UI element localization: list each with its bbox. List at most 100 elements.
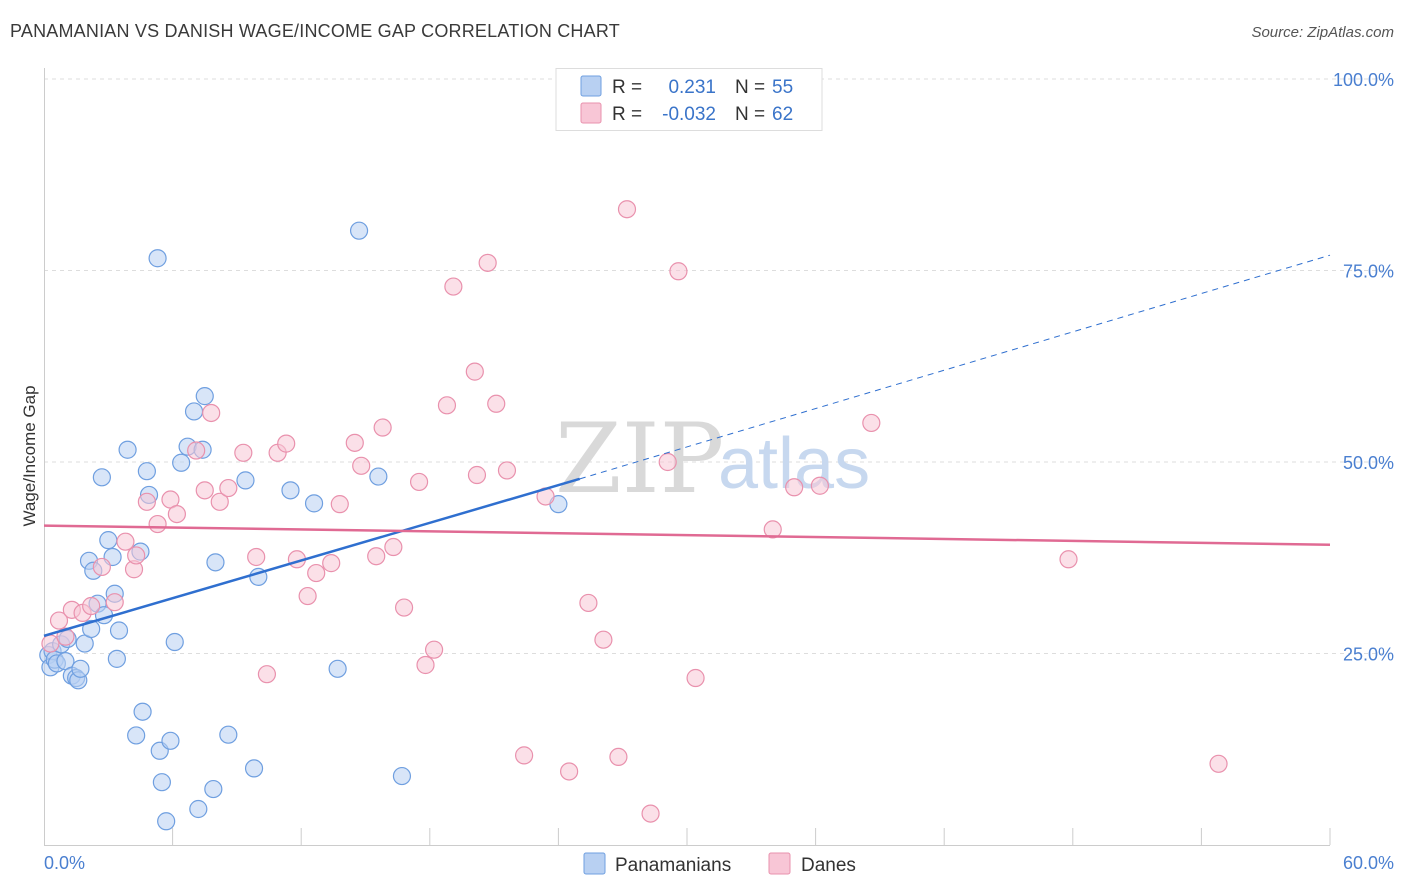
panamanians-point: [71, 659, 90, 678]
y-tick-label-75: 75.0%: [1343, 262, 1394, 282]
panamanians-point: [152, 773, 171, 792]
danes-point: [345, 433, 364, 452]
danes-point: [658, 452, 677, 472]
danes-point: [105, 593, 124, 612]
x-tick-label-max: 60.0%: [1343, 853, 1394, 873]
legend-n-value-1: 55: [772, 77, 793, 98]
danes-point: [437, 396, 457, 415]
danes-point: [763, 520, 782, 539]
series-legend-swatch-panamanians: [583, 852, 606, 875]
danes-trend-line: [43, 524, 1331, 546]
panamanians-point: [82, 619, 101, 639]
panamanians-point: [304, 494, 324, 513]
danes-point: [686, 668, 705, 688]
danes-point: [487, 394, 506, 413]
danes-point: [195, 481, 214, 500]
panamanians-point: [133, 702, 152, 721]
danes-point: [298, 586, 317, 606]
danes-point: [219, 478, 238, 498]
danes-point: [669, 262, 688, 281]
panamanians-point: [99, 531, 118, 550]
danes-point: [515, 746, 534, 765]
watermark: ZIP atlas: [555, 403, 870, 515]
danes-point: [641, 804, 660, 823]
danes-point: [49, 611, 69, 630]
series-legend: Panamanians Danes: [583, 852, 856, 876]
correlation-legend: R = 0.231 N = 55 R = -0.032 N = 62: [555, 68, 823, 131]
panamanians-point: [369, 467, 388, 486]
panamanians-point: [189, 799, 208, 819]
danes-point: [1059, 550, 1078, 569]
danes-point: [609, 747, 628, 767]
danes-point: [594, 630, 613, 649]
panamanians-point: [328, 659, 347, 678]
panamanians-point: [118, 440, 137, 459]
panamanians-point: [109, 621, 129, 640]
source-credit: Source: ZipAtlas.com: [1251, 24, 1394, 41]
panamanians-point: [219, 725, 238, 744]
legend-swatch-blue: [580, 75, 602, 97]
panamanians-point: [392, 766, 412, 786]
danes-point: [307, 563, 326, 583]
danes-point: [277, 434, 296, 453]
danes-point: [810, 476, 829, 495]
danes-point: [148, 514, 167, 534]
danes-point: [416, 655, 435, 675]
legend-r-label-1: R =: [612, 77, 642, 98]
legend-n-label-2: N =: [735, 104, 765, 125]
grid-lines: [44, 78, 1394, 654]
danes-point: [367, 547, 386, 566]
legend-n-value-2: 62: [772, 104, 793, 125]
panamanians-point: [236, 471, 255, 490]
danes-point: [579, 593, 598, 613]
series-legend-label-danes: Danes: [801, 855, 856, 876]
panamanians-point: [157, 812, 176, 831]
danes-point: [617, 200, 637, 219]
danes-point: [330, 495, 349, 514]
danes-point: [424, 640, 444, 659]
danes-point: [137, 492, 156, 511]
danes-point: [41, 634, 60, 653]
panamanians-point: [206, 553, 225, 572]
danes-point: [497, 461, 517, 480]
danes-point: [1209, 754, 1228, 773]
y-tick-labels: 25.0% 50.0% 75.0% 100.0%: [1333, 70, 1394, 665]
danes-point: [210, 492, 229, 511]
y-axis-title: Wage/Income Gap: [20, 385, 39, 526]
panamanians-trend-line: [43, 477, 581, 638]
y-tick-label-50: 50.0%: [1343, 453, 1394, 473]
panamanians-point: [349, 221, 369, 240]
danes-point: [127, 546, 146, 565]
panamanians-point: [107, 649, 126, 668]
series-legend-swatch-danes: [768, 852, 791, 875]
panamanians-point: [172, 453, 191, 472]
danes-point: [373, 418, 392, 437]
danes-point: [92, 557, 111, 577]
danes-point: [785, 478, 804, 497]
axes: [44, 68, 1331, 846]
legend-n-label-1: N =: [735, 77, 765, 98]
danes-points: [41, 200, 1228, 823]
danes-point: [384, 537, 403, 557]
danes-point: [187, 441, 206, 460]
danes-point: [352, 456, 371, 475]
danes-point: [247, 547, 266, 567]
danes-point: [56, 627, 75, 646]
watermark-zip: ZIP: [555, 403, 724, 515]
legend-swatch-pink: [580, 102, 602, 124]
danes-point: [862, 413, 881, 433]
legend-r-label-2: R =: [612, 104, 642, 125]
series-legend-label-panamanians: Panamanians: [615, 855, 731, 876]
danes-point: [234, 443, 253, 462]
danes-point: [82, 596, 101, 616]
trend-lines: [43, 254, 1331, 638]
panamanians-point: [137, 462, 156, 481]
x-tick-label-min: 0.0%: [44, 853, 85, 873]
legend-r-value-2: -0.032: [662, 104, 716, 125]
danes-point: [560, 762, 579, 781]
y-tick-label-100: 100.0%: [1333, 70, 1394, 90]
danes-point: [167, 504, 186, 524]
panamanians-point: [184, 402, 204, 421]
danes-point: [322, 554, 341, 573]
